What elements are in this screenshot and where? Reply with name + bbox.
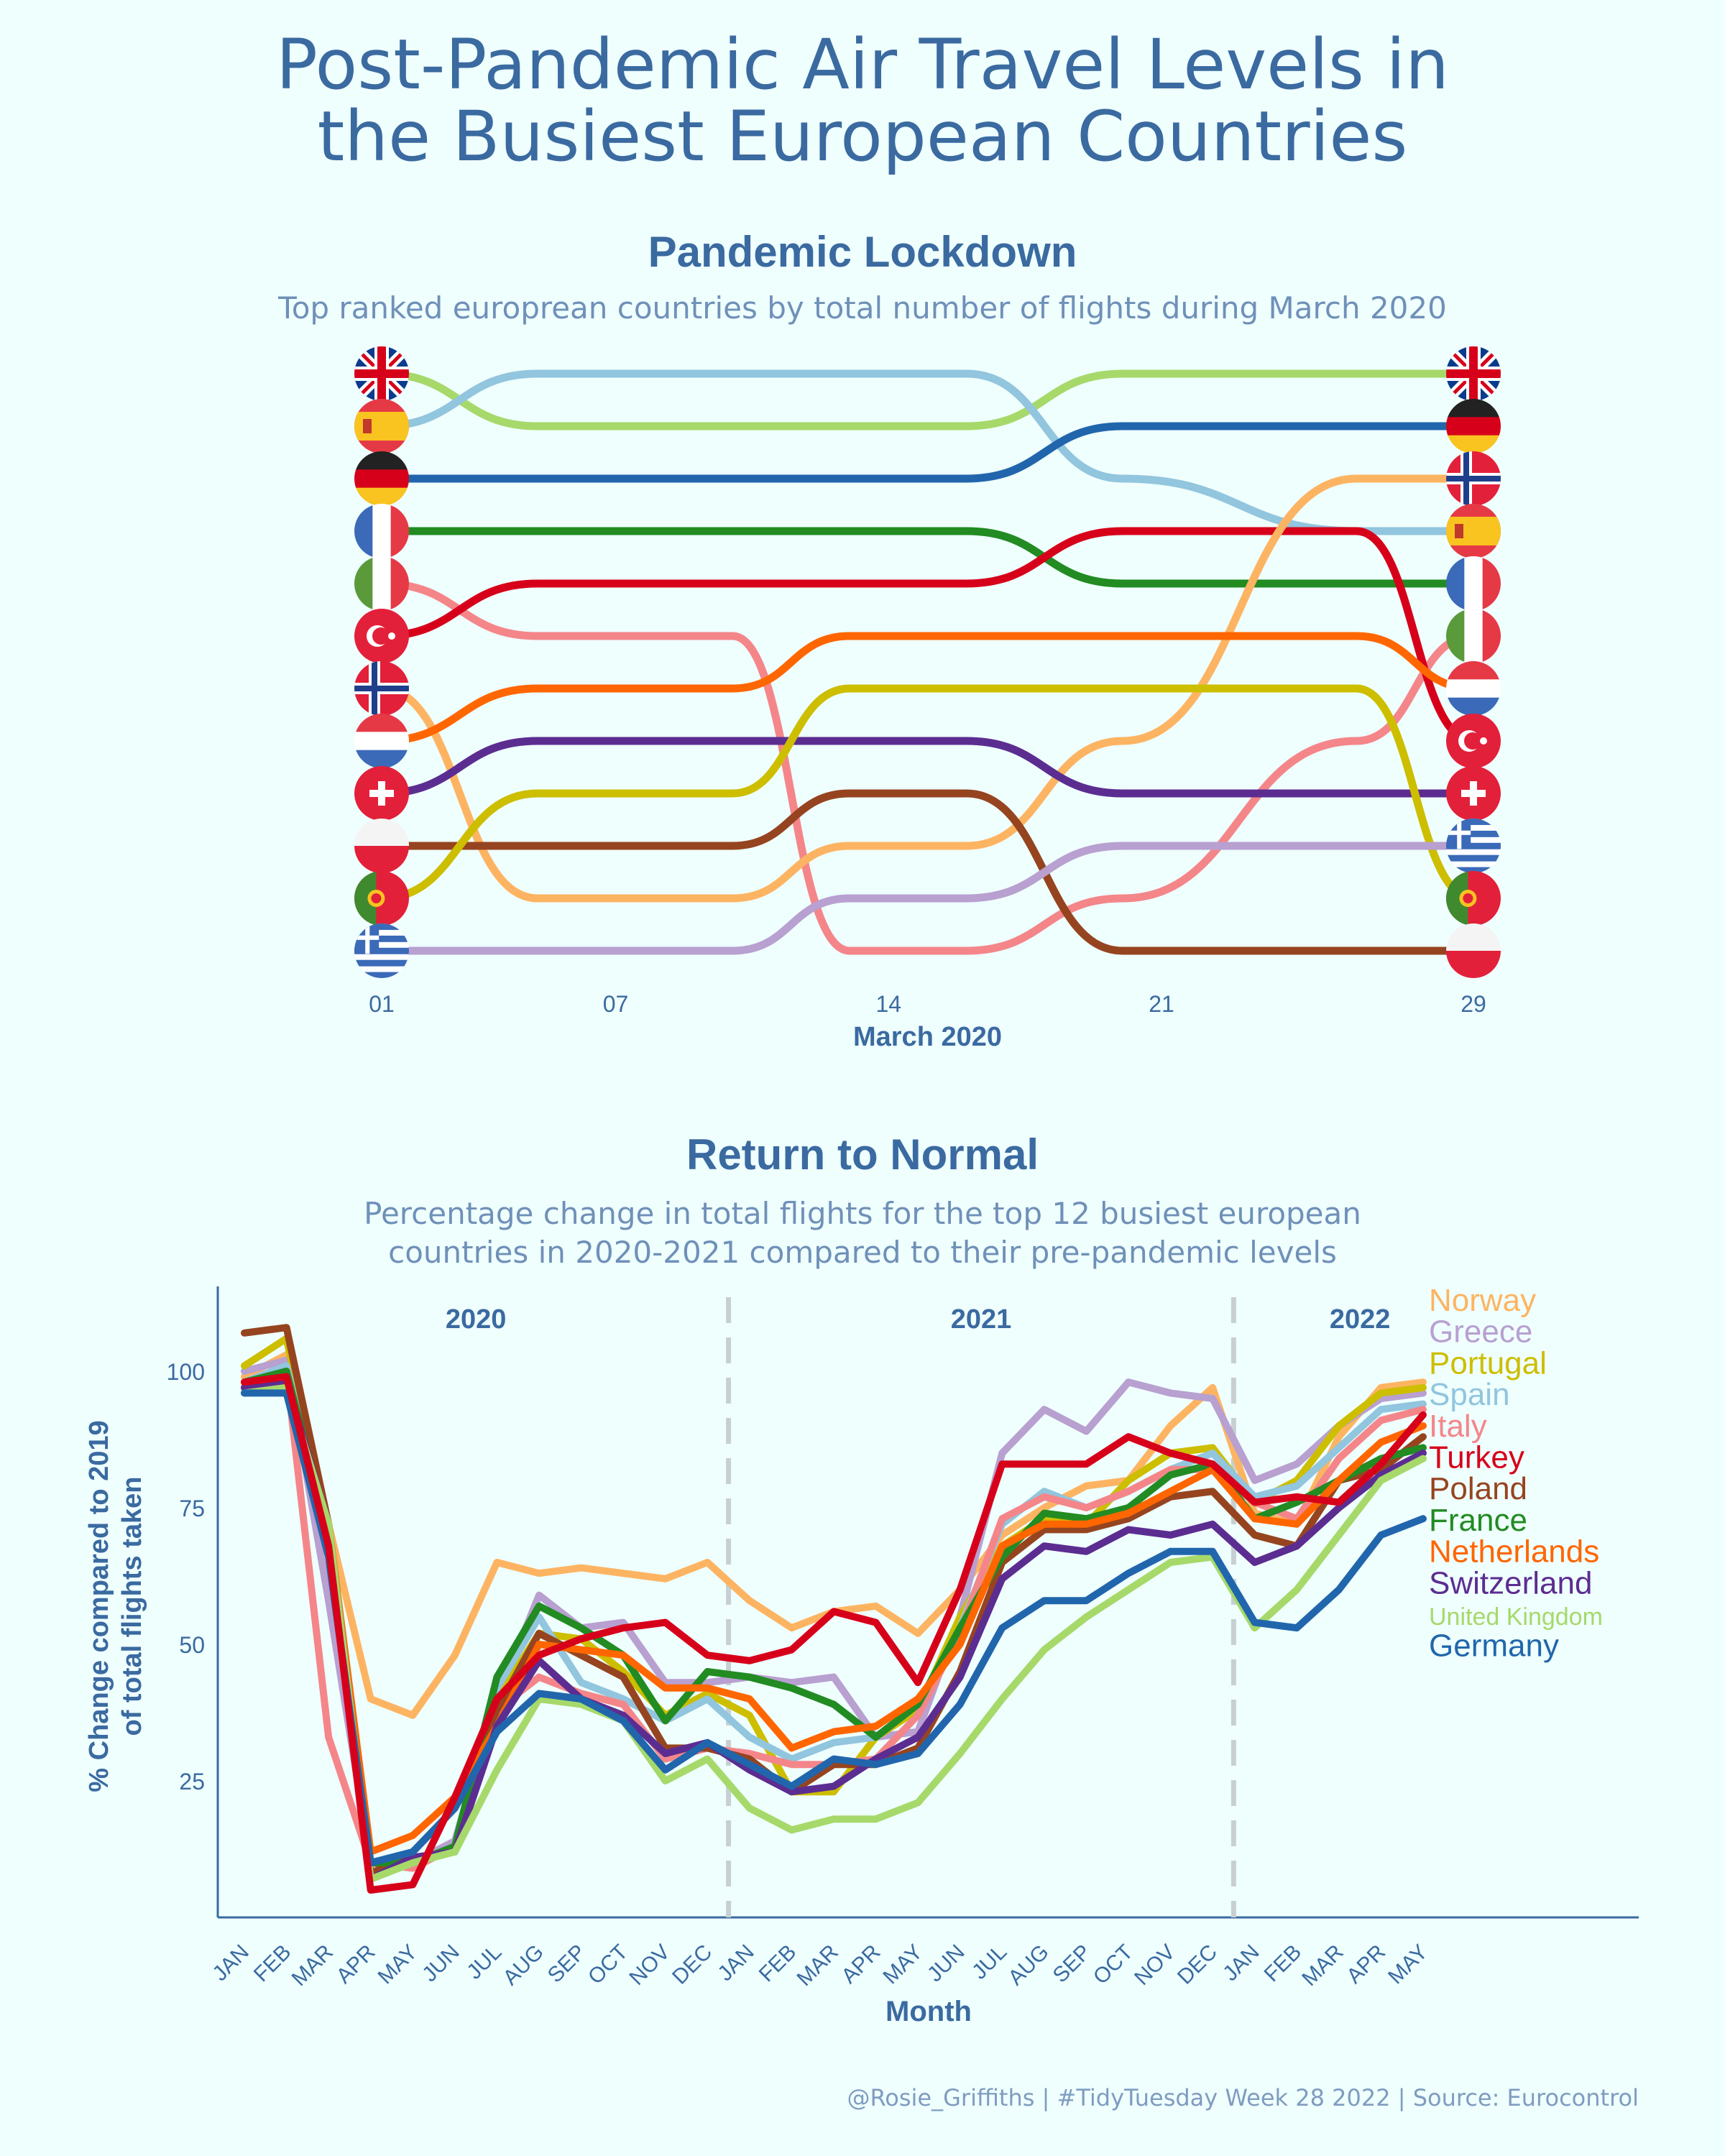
x-tick-label: MAR xyxy=(1297,1940,1348,1991)
x-tick-label: AUG xyxy=(499,1940,548,1990)
x-tick-label: FEB xyxy=(1260,1940,1307,1987)
legend-label-greece: Greece xyxy=(1429,1314,1532,1350)
bump-line-france xyxy=(377,527,1478,588)
x-tick-label: APR xyxy=(837,1940,886,1989)
y-tick-label: 75 xyxy=(179,1496,205,1521)
right-flag-united-kingdom xyxy=(1446,346,1501,401)
bump-line-norway xyxy=(377,474,1478,903)
legend-label-italy: Italy xyxy=(1429,1409,1487,1444)
main-title-line1: Post-Pandemic Air Travel Levels in xyxy=(276,24,1449,105)
x-tick-label: MAR xyxy=(792,1940,842,1991)
series-line-turkey xyxy=(241,1373,1427,1894)
line-chart-title: Return to Normal xyxy=(686,1130,1039,1179)
bump-x-axis-label: March 2020 xyxy=(853,1022,1002,1052)
left-flag-spain xyxy=(354,399,409,453)
legend-label-netherlands: Netherlands xyxy=(1429,1534,1599,1570)
line-chart-subtitle-line2: countries in 2020-2021 compared to their… xyxy=(388,1235,1337,1270)
legend-label-switzerland: Switzerland xyxy=(1429,1565,1592,1600)
x-tick-label: JAN xyxy=(713,1940,758,1986)
left-flag-switzerland xyxy=(354,766,409,821)
legend-label-turkey: Turkey xyxy=(1429,1440,1524,1475)
series-line-netherlands xyxy=(241,1378,1427,1856)
legend-label-poland: Poland xyxy=(1429,1471,1527,1506)
x-tick-label: AUG xyxy=(1003,1940,1053,1990)
bump-x-tick: 07 xyxy=(603,991,629,1017)
year-label: 2020 xyxy=(446,1304,507,1335)
bump-line-poland xyxy=(377,789,1478,955)
line-chart-subtitle: Percentage change in total flights for t… xyxy=(0,1194,1725,1272)
legend-label-united-kingdom: United Kingdom xyxy=(1429,1603,1603,1631)
bump-line-germany xyxy=(377,422,1478,483)
x-tick-label: MAY xyxy=(878,1940,927,1989)
x-tick-label: APR xyxy=(1342,1940,1390,1989)
right-flag-norway xyxy=(1446,451,1501,506)
x-tick-label: SEP xyxy=(543,1940,591,1988)
x-tick-label: FEB xyxy=(249,1940,296,1987)
legend-label-portugal: Portugal xyxy=(1429,1345,1547,1381)
bump-line-greece xyxy=(377,842,1478,955)
x-tick-label: MAY xyxy=(373,1940,422,1989)
legend-label-france: France xyxy=(1429,1503,1527,1538)
right-flag-spain xyxy=(1446,504,1501,558)
x-tick-label: JUN xyxy=(418,1940,464,1987)
bump-line-united-kingdom xyxy=(377,369,1478,430)
left-flag-portugal xyxy=(354,871,409,926)
series-line-norway xyxy=(241,1351,1427,1719)
bump-line-turkey xyxy=(377,527,1478,745)
x-tick-label: JAN xyxy=(1218,1940,1264,1986)
left-flag-norway xyxy=(354,661,409,716)
x-tick-label: JUN xyxy=(923,1940,970,1987)
x-tick-label: JUL xyxy=(967,1940,1011,1984)
x-tick-label: DEC xyxy=(668,1940,717,1989)
left-flag-united-kingdom xyxy=(354,346,409,401)
x-axis-label: Month xyxy=(886,1996,972,2027)
bump-chart-title: Pandemic Lockdown xyxy=(648,228,1077,276)
x-tick-label: NOV xyxy=(625,1940,674,1990)
x-tick-label: OCT xyxy=(584,1940,632,1989)
x-tick-label: SEP xyxy=(1049,1940,1096,1988)
x-tick-label: DEC xyxy=(1173,1940,1222,1989)
bump-x-tick: 14 xyxy=(875,991,901,1017)
bump-x-tick: 29 xyxy=(1460,991,1486,1017)
line-series-group xyxy=(241,1324,1427,1894)
bump-lines xyxy=(377,369,1478,955)
y-axis-label: % Change compared to 2019 of total flight… xyxy=(84,1420,147,1792)
right-flag-switzerland xyxy=(1446,766,1501,821)
legend-label-spain: Spain xyxy=(1429,1377,1510,1412)
y-tick-label: 100 xyxy=(167,1359,205,1385)
x-tick-label: FEB xyxy=(755,1940,801,1987)
x-tick-label: APR xyxy=(332,1940,380,1989)
x-tick-label: MAY xyxy=(1384,1940,1432,1989)
x-tick-label: NOV xyxy=(1130,1940,1179,1990)
year-label: 2021 xyxy=(951,1304,1012,1335)
x-tick-label: OCT xyxy=(1089,1940,1138,1989)
right-flag-turkey xyxy=(1446,714,1501,768)
bump-line-netherlands xyxy=(377,632,1478,745)
x-tick-label: JAN xyxy=(208,1940,254,1986)
bump-chart-subtitle: Top ranked europrean countries by total … xyxy=(278,290,1447,326)
caption: @Rosie_Griffiths | #TidyTuesday Week 28 … xyxy=(847,2084,1639,2111)
legend-label-norway: Norway xyxy=(1429,1283,1536,1318)
bump-line-italy xyxy=(377,579,1478,955)
left-flag-turkey xyxy=(354,609,409,663)
main-title: Post-Pandemic Air Travel Levels in the B… xyxy=(0,29,1725,172)
legend-label-germany: Germany xyxy=(1429,1628,1559,1664)
right-flag-portugal xyxy=(1446,871,1501,926)
right-flag-italy xyxy=(1446,609,1501,663)
x-tick-label: MAR xyxy=(288,1940,338,1991)
y-tick-label: 25 xyxy=(179,1769,205,1795)
y-tick-label: 50 xyxy=(179,1632,205,1658)
bump-x-tick: 21 xyxy=(1149,991,1174,1017)
year-label: 2022 xyxy=(1330,1304,1391,1335)
bump-x-tick: 01 xyxy=(369,991,395,1017)
main-title-line2: the Busiest European Countries xyxy=(317,96,1408,177)
bump-chart: 01 07 14 21 29 March 2020 xyxy=(354,346,1501,1052)
line-chart-subtitle-line1: Percentage change in total flights for t… xyxy=(364,1196,1361,1231)
bump-line-switzerland xyxy=(377,737,1478,798)
x-tick-label: JUL xyxy=(462,1940,506,1984)
bump-line-portugal xyxy=(377,684,1478,903)
